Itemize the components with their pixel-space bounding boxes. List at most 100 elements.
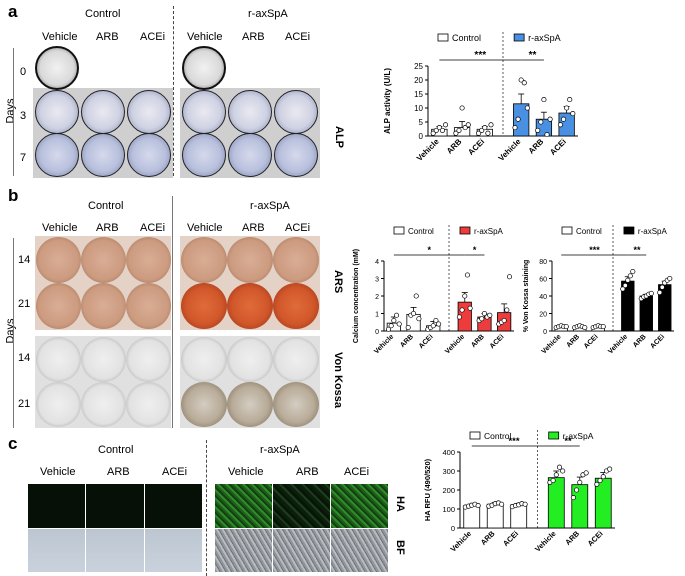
data-point <box>538 119 544 125</box>
x-tick-label: Vehicle <box>533 529 558 554</box>
well-control-d7-acei <box>127 133 171 177</box>
significance-label: *** <box>474 50 486 61</box>
data-point <box>521 80 527 86</box>
data-point <box>476 130 482 136</box>
data-point <box>459 105 465 111</box>
treatment-vehicle-a1: Vehicle <box>42 31 78 43</box>
legend-label-raxspa: r-axSpA <box>474 227 504 236</box>
y-tick-label: 5 <box>419 118 424 127</box>
well-raxspa-d3-vehicle <box>182 90 226 134</box>
data-point <box>524 105 530 111</box>
y-tick-label: 10 <box>414 104 423 113</box>
treatment-vehicle-c1: Vehicle <box>40 466 76 478</box>
y-tick-label: 0 <box>419 132 424 141</box>
well-vk-r-d14-arb <box>227 337 273 382</box>
days-label-a: Days <box>4 98 17 124</box>
data-point <box>553 472 559 478</box>
well-vk-c-d14-vehicle <box>36 337 81 382</box>
significance-label: ** <box>564 436 572 447</box>
data-point <box>499 501 505 507</box>
well-ars-c-d21-acei <box>126 283 171 329</box>
well-ars-r-d21-acei <box>273 283 319 329</box>
image-bf-control-acei <box>145 528 203 572</box>
legend-swatch-raxspa <box>459 226 471 235</box>
well-vk-r-d21-acei <box>273 382 319 427</box>
row-label-ha: HA <box>394 496 406 512</box>
well-ars-c-d14-vehicle <box>36 237 81 283</box>
data-point <box>485 130 491 136</box>
data-point <box>501 317 507 324</box>
panel-label-a: a <box>8 2 18 21</box>
well-control-d3-vehicle <box>35 90 79 134</box>
data-point <box>456 127 462 133</box>
data-point <box>464 272 470 278</box>
image-ha-raxspa-arb <box>273 484 331 528</box>
y-tick-label: 25 <box>414 62 423 71</box>
data-point <box>393 312 400 318</box>
treatment-arb-b2: ARB <box>242 222 265 234</box>
well-raxspa-d7-acei <box>274 133 318 177</box>
x-tick-label: ACEi <box>489 333 506 350</box>
data-point <box>388 323 394 329</box>
image-bf-control-vehicle <box>28 528 86 572</box>
well-vk-c-d14-acei <box>126 337 171 382</box>
days-label-b: Days <box>4 318 17 344</box>
data-point <box>459 307 465 313</box>
stain-label-alp: ALP <box>333 126 345 148</box>
x-tick-label: ARB <box>470 333 486 349</box>
divider-a <box>173 6 174 176</box>
group-label-raxspa-c: r-axSpA <box>260 444 300 456</box>
well-raxspa-d7-vehicle <box>182 133 226 177</box>
data-point <box>475 503 481 509</box>
data-point <box>564 105 570 111</box>
well-control-d7-vehicle <box>35 133 79 177</box>
well-vk-c-d21-arb <box>81 382 126 427</box>
panel-label-c: c <box>8 434 18 453</box>
data-point <box>512 125 518 131</box>
data-point <box>439 127 446 133</box>
data-point <box>659 284 665 290</box>
y-tick-label: 300 <box>442 467 455 476</box>
data-point <box>433 127 439 133</box>
y-tick-label: 2 <box>375 294 379 301</box>
significance-label: * <box>428 245 432 255</box>
x-tick-label: ARB <box>527 137 546 156</box>
image-ha-control-acei <box>145 484 203 528</box>
well-control-d3-acei <box>127 90 171 134</box>
well-vk-c-d14-arb <box>81 337 126 382</box>
data-point <box>547 116 553 122</box>
well-vk-r-d21-arb <box>227 382 273 427</box>
y-tick-label: 0 <box>543 329 547 336</box>
well-ars-c-d21-arb <box>81 283 126 329</box>
x-tick-label: Vehicle <box>607 333 629 355</box>
data-point <box>456 314 462 320</box>
treatment-arb-a2: ARB <box>242 31 265 43</box>
legend-label-control: Control <box>408 227 434 236</box>
image-bf-raxspa-vehicle <box>215 528 273 572</box>
treatment-vehicle-c2: Vehicle <box>228 466 264 478</box>
group-label-control-c: Control <box>98 444 134 456</box>
y-axis-label: Calcium concentration (mM) <box>353 249 360 343</box>
x-tick-label: Vehicle <box>541 333 563 355</box>
significance-label: *** <box>508 436 519 447</box>
x-tick-label: ACEi <box>583 333 600 350</box>
data-point <box>556 464 563 470</box>
row-label-bf: BF <box>394 540 406 555</box>
well-ars-r-d21-arb <box>227 283 273 329</box>
well-vk-r-d14-acei <box>273 337 319 382</box>
panel-label-b: b <box>8 186 19 205</box>
treatment-vehicle-a2: Vehicle <box>187 31 223 43</box>
data-point <box>467 305 473 311</box>
data-point <box>597 477 603 484</box>
data-point <box>648 290 654 296</box>
data-point <box>433 317 439 324</box>
chart-alp-activity: Control r-axSpA 0 5 10 15 20 25 ALP activity (U/… <box>383 32 578 163</box>
data-point <box>625 277 631 283</box>
stain-label-vonkossa: Von Kossa <box>332 352 344 409</box>
x-tick-label: ACEi <box>548 137 568 157</box>
significance-label: * <box>473 245 477 255</box>
well-ars-r-d14-acei <box>273 237 319 283</box>
treatment-acei-a2: ACEi <box>285 31 311 43</box>
data-point <box>583 470 589 476</box>
treatment-arb-c2: ARB <box>296 466 319 478</box>
